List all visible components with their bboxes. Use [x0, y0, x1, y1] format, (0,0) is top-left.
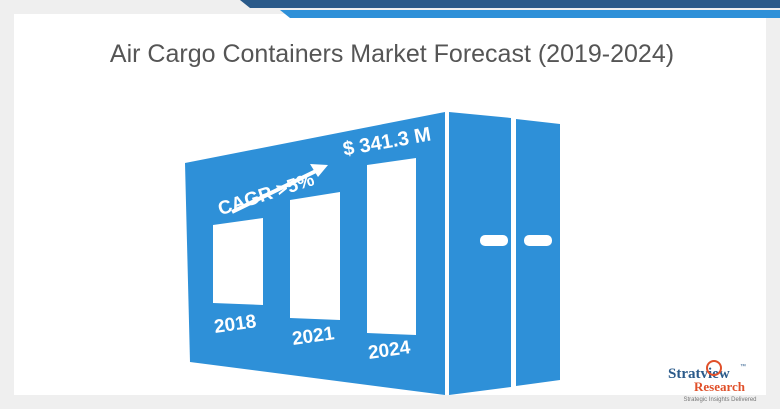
logo-tagline: Strategic Insights Delivered — [683, 397, 756, 403]
arrow-head — [310, 164, 328, 177]
logo-tm: ™ — [740, 363, 746, 370]
handle — [480, 235, 508, 246]
door-left — [449, 112, 511, 395]
logo: Stratview ™ Research Strategic Insights … — [668, 360, 757, 403]
top-stripe — [280, 10, 780, 18]
bar-shape — [290, 192, 340, 320]
title: Air Cargo Containers Market Forecast (20… — [110, 40, 674, 68]
door-right — [516, 119, 560, 386]
bar-shape — [213, 218, 263, 305]
arrow — [231, 168, 319, 214]
top-stripe — [240, 0, 780, 8]
logo-icon — [706, 360, 722, 376]
logo-name: Stratview — [668, 366, 730, 382]
handle — [524, 235, 552, 246]
logo-sub: Research — [694, 379, 746, 394]
bar-shape — [367, 158, 416, 335]
